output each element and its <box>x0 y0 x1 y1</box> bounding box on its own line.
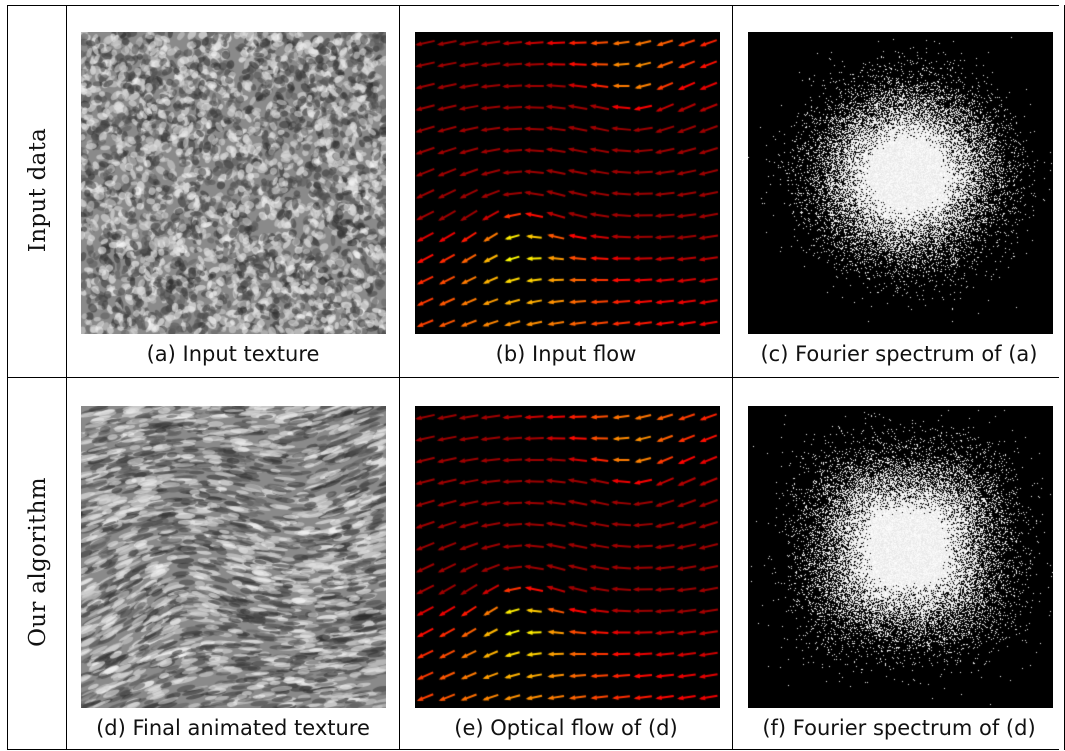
table-column-divider-3 <box>732 5 733 750</box>
caption-b: (b) Input flow <box>495 342 637 366</box>
input-spectrum-image <box>748 32 1053 334</box>
row-label-input-data: Input data <box>25 127 51 253</box>
caption-e: (e) Optical flow of (d) <box>454 716 678 740</box>
caption-d: (d) Final animated texture <box>96 716 370 740</box>
output-spectrum-image <box>748 406 1053 708</box>
table-border-middle <box>7 377 1059 378</box>
caption-c: (c) Fourier spectrum of (a) <box>760 342 1038 366</box>
table-column-divider-2 <box>399 5 400 750</box>
input-flow-image <box>415 32 720 334</box>
input-texture-image <box>81 32 386 334</box>
animated-texture-image <box>81 406 386 708</box>
optical-flow-image <box>415 406 720 708</box>
caption-a: (a) Input texture <box>146 342 320 366</box>
panel-input-texture <box>81 32 386 334</box>
table-border-bottom <box>7 749 1059 750</box>
table-border-left <box>7 5 8 750</box>
panel-optical-flow <box>415 406 720 708</box>
panel-output-spectrum <box>748 406 1053 708</box>
caption-f: (f) Fourier spectrum of (d) <box>762 716 1036 740</box>
table-column-divider-1 <box>66 5 67 750</box>
panel-animated-texture <box>81 406 386 708</box>
panel-input-flow <box>415 32 720 334</box>
panel-input-spectrum <box>748 32 1053 334</box>
table-border-top <box>7 5 1059 6</box>
row-label-our-algorithm: Our algorithm <box>25 477 51 647</box>
